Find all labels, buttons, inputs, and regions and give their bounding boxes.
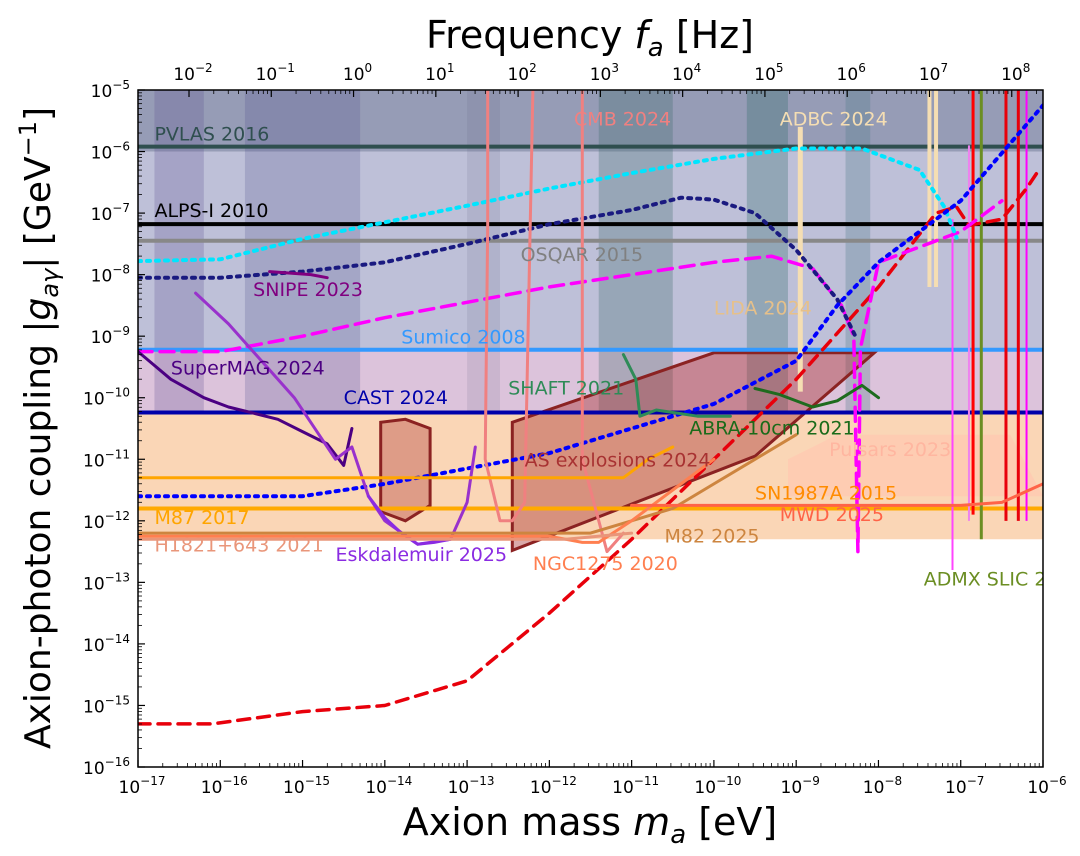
annotation-pulsars-2023: Pulsars 2023 — [829, 439, 951, 461]
y-tick-label: 10−16 — [83, 755, 130, 779]
annotation-snipe-2023: SNIPE 2023 — [253, 279, 363, 301]
annotation-as-explosions-2024: AS explosions 2024 — [525, 450, 711, 472]
top-tick-label: 106 — [837, 61, 866, 85]
top-axis-title: Frequency fa [Hz] — [426, 13, 754, 63]
annotation-sumico-2008: Sumico 2008 — [401, 327, 525, 349]
top-tick-label: 108 — [1001, 61, 1030, 85]
top-tick-label: 107 — [919, 61, 948, 85]
bg-region-middle — [138, 151, 1043, 350]
annotation-pvlas-2016: PVLAS 2016 — [154, 123, 269, 145]
top-tick-label: 105 — [754, 61, 783, 85]
top-tick-label: 103 — [590, 61, 619, 85]
annotation-alps-i-2010: ALPS-I 2010 — [154, 200, 268, 222]
series-cmb-right — [580, 90, 625, 554]
y-tick-label: 10−12 — [83, 509, 130, 533]
top-tick-label: 10−1 — [256, 61, 295, 85]
series-navy-dotted — [138, 195, 858, 339]
annotation-lida-2024: LIDA 2024 — [714, 298, 812, 320]
vband-0 — [154, 90, 204, 413]
y-tick-label: 10−10 — [83, 386, 130, 410]
plot-area: PVLAS 2016 ALPS-I 2010 OSQAR 2015 SNIPE 202… — [138, 90, 1080, 726]
series-snipe-2023 — [268, 270, 329, 280]
y-tick-label: 10−9 — [91, 324, 130, 348]
series-shaft-2021 — [621, 353, 732, 418]
annotation-ngc1275-2020: NGC1275 2020 — [533, 553, 678, 575]
x-tick-label: 10−9 — [781, 774, 820, 798]
annotation-h1821-643-2021: H1821+643 2021 — [154, 535, 323, 557]
annotation-m87-2017: M87 2017 — [154, 507, 249, 529]
series-cyan-dotted — [138, 146, 959, 264]
y-tick-label: 10−6 — [91, 140, 130, 164]
annotation-osqar-2015: OSQAR 2015 — [521, 244, 644, 266]
bg-region-sumico — [138, 349, 1043, 413]
y-axis-title: Axion-photon coupling |gaγ| [GeV−1] — [14, 107, 64, 749]
x-tick-label: 10−15 — [283, 774, 330, 798]
plot-frame — [137, 89, 1044, 768]
vband-3 — [598, 90, 673, 413]
x-tick-label: 10−10 — [694, 774, 741, 798]
x-tick-label: 10−12 — [530, 774, 577, 798]
series-abra-10cm-2021 — [753, 383, 880, 409]
series-supermag-2024 — [138, 350, 354, 467]
series-h1821-643-2021 — [138, 531, 634, 541]
tick-layer: 10−17 10−16 10−15 10−14 10−13 10−12 10−11 10−10… — [83, 61, 1067, 798]
y-tick-label: 10−13 — [83, 570, 130, 594]
y-tick-label: 10−8 — [91, 263, 130, 287]
y-tick-label: 10−7 — [91, 201, 130, 225]
annotation-mwd-2025: MWD 2025 — [780, 504, 884, 526]
x-tick-label: 10−6 — [1027, 774, 1066, 798]
series-iaxo-like-dashed — [138, 168, 1041, 726]
vband-1 — [244, 90, 361, 413]
annotation-adbc-2024: ADBC 2024 — [780, 109, 888, 131]
bg-region-upper — [138, 90, 1043, 152]
region-eskdalemuir-region — [379, 417, 432, 523]
top-tick-label: 10−2 — [173, 61, 212, 85]
series-sn1987a-2015 — [138, 445, 675, 480]
series-ngc1275-2020 — [138, 457, 716, 544]
top-tick-label: 101 — [425, 61, 454, 85]
x-axis-title: Axion mass ma [eV] — [403, 800, 778, 850]
region-as-explosions-2024 — [510, 351, 879, 553]
x-tick-label: 10−8 — [863, 774, 902, 798]
annotation-shaft-2021: SHAFT 2021 — [508, 378, 624, 400]
y-tick-label: 10−11 — [83, 447, 130, 471]
x-tick-label: 10−16 — [201, 774, 248, 798]
annotation-admx-slic-2020: ADMX SLIC 2020 — [924, 568, 1080, 590]
series-cmb-pink — [483, 90, 535, 523]
top-tick-label: 100 — [343, 61, 372, 85]
top-tick-label: 102 — [507, 61, 536, 85]
vband-2 — [467, 90, 500, 413]
y-tick-label: 10−5 — [91, 78, 130, 102]
top-tick-label: 104 — [672, 61, 701, 85]
x-tick-label: 10−11 — [612, 774, 659, 798]
region-pulsars-2023 — [788, 434, 1043, 497]
y-tick-label: 10−14 — [83, 632, 130, 656]
y-tick-label: 10−15 — [83, 693, 130, 717]
series-mwd-2025 — [630, 482, 1043, 507]
annotation-cast-2024: CAST 2024 — [344, 387, 448, 409]
x-tick-label: 10−7 — [945, 774, 984, 798]
vband-4 — [746, 90, 788, 413]
annotation-abra-10cm-2021: ABRA-10cm 2021 — [689, 418, 854, 440]
series-blue-dotted — [138, 103, 1043, 499]
annotation-cmb-2024: CMB 2024 — [574, 109, 671, 131]
x-tick-label: 10−13 — [448, 774, 495, 798]
series-magenta-dashed — [138, 199, 1004, 554]
annotation-sn1987a-2015: SN1987A 2015 — [755, 482, 897, 504]
annotation-eskdalemuir-2025: Eskdalemuir 2025 — [335, 544, 507, 566]
x-tick-label: 10−17 — [119, 774, 166, 798]
x-tick-label: 10−14 — [365, 774, 412, 798]
annotation-m82-2025: M82 2025 — [665, 525, 760, 547]
annotation-supermag-2024: SuperMAG 2024 — [171, 357, 325, 379]
